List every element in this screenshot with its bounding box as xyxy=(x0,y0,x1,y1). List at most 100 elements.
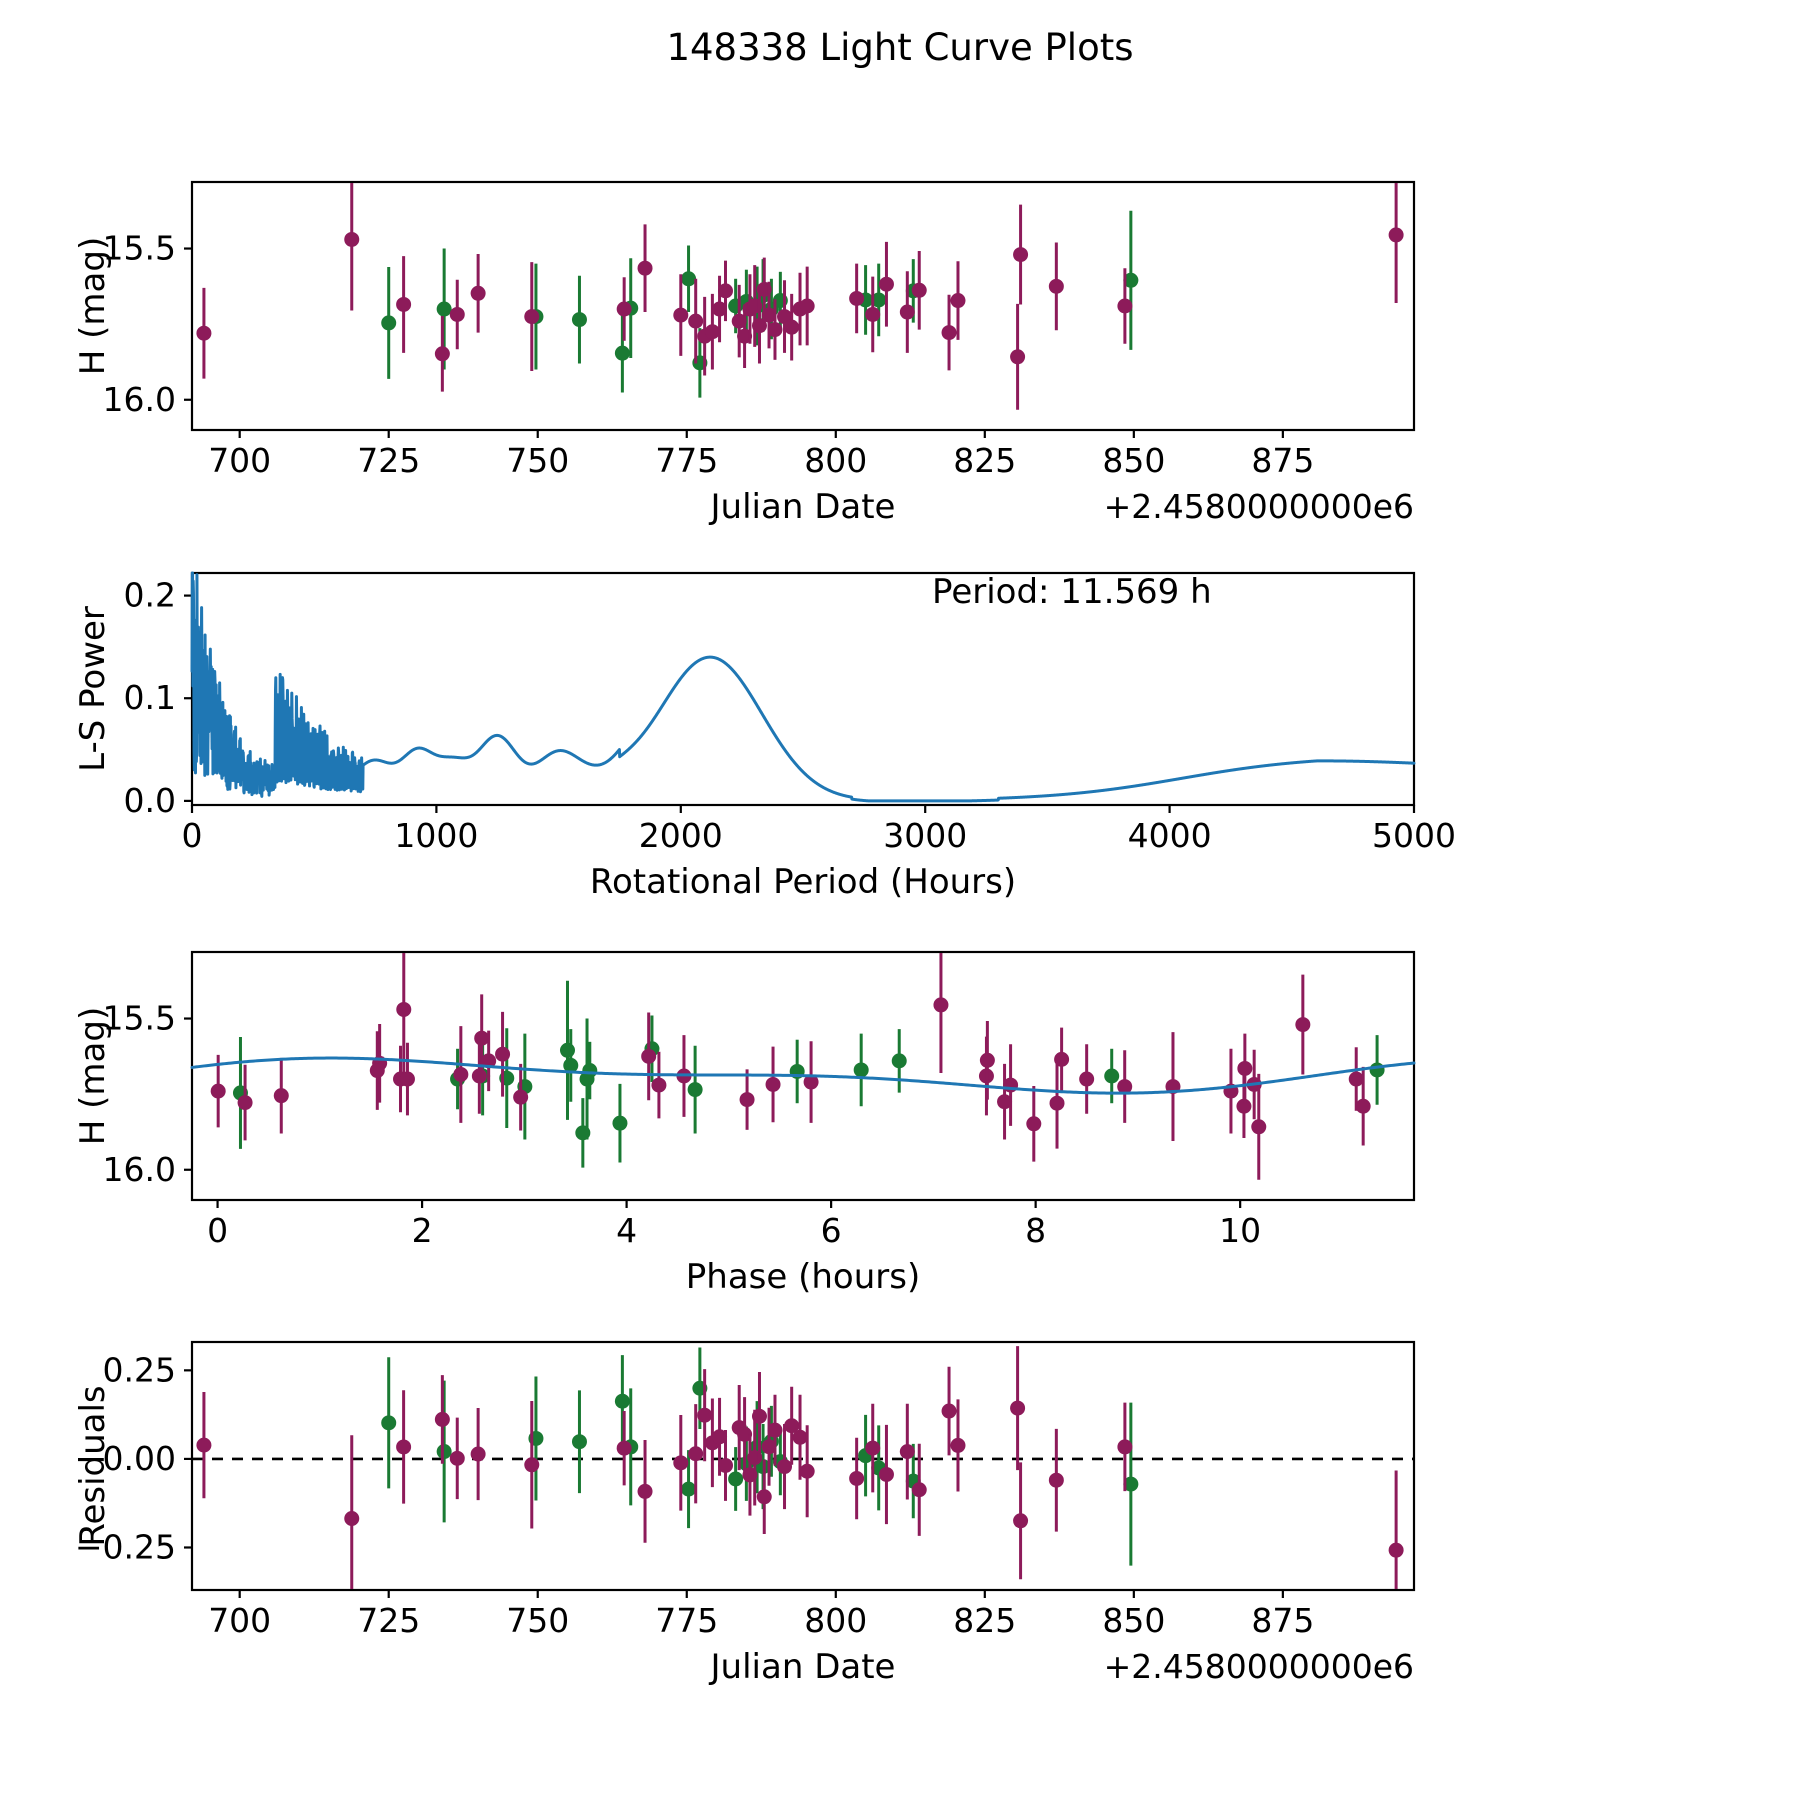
data-point xyxy=(767,1422,783,1438)
y-tick-label: 0.25 xyxy=(103,1350,176,1389)
x-tick-label: 825 xyxy=(953,441,1016,480)
data-point xyxy=(853,1062,869,1078)
x-tick-label: 875 xyxy=(1251,441,1314,480)
fourier-model-curve xyxy=(190,1056,1416,1095)
y-tick-label: 0.2 xyxy=(124,576,176,615)
data-point xyxy=(396,1001,412,1017)
data-point xyxy=(571,312,587,328)
ls-power-curve xyxy=(190,571,1416,803)
x-tick-label: 800 xyxy=(804,1601,867,1640)
x-tick-label: 725 xyxy=(357,441,420,480)
y-tick-label: 15.5 xyxy=(103,999,176,1038)
data-point xyxy=(641,1048,657,1064)
data-point xyxy=(1048,278,1064,294)
data-point xyxy=(687,1082,703,1098)
data-point xyxy=(728,1471,744,1487)
axes-frame xyxy=(190,1340,1416,1592)
data-point xyxy=(453,1066,469,1082)
data-point xyxy=(1049,1095,1065,1111)
period-annotation: Period: 11.569 h xyxy=(932,572,1212,612)
y-axis-label: Residuals xyxy=(73,1385,113,1546)
data-point xyxy=(737,328,753,344)
y-axis-ticks: 16.0 15.5 xyxy=(103,999,192,1189)
x-axis-label: Rotational Period (Hours) xyxy=(590,862,1016,902)
data-point xyxy=(651,1077,667,1093)
x-axis-ticks: 0 2 4 6 8 10 xyxy=(207,1200,1261,1250)
data-point xyxy=(1388,1542,1404,1558)
plot-border xyxy=(190,571,1416,807)
data-point xyxy=(941,1403,957,1419)
data-point xyxy=(470,285,486,301)
data-point xyxy=(1295,1017,1311,1033)
data-point xyxy=(1054,1051,1070,1067)
data-point xyxy=(739,1092,755,1108)
data-point xyxy=(1013,247,1029,263)
data-point xyxy=(396,296,412,312)
data-point xyxy=(1369,1062,1385,1078)
data-point xyxy=(1117,1439,1133,1455)
data-point xyxy=(637,1483,653,1499)
data-point xyxy=(979,1052,995,1068)
x-axis-label: Phase (hours) xyxy=(686,1257,920,1297)
y-tick-label: 0.0 xyxy=(124,781,176,820)
data-point xyxy=(878,276,894,292)
x-tick-label: 6 xyxy=(821,1211,842,1250)
data-point xyxy=(784,1418,800,1434)
x-tick-label: 4000 xyxy=(1128,816,1212,855)
x-tick-label: 3000 xyxy=(883,816,967,855)
data-point xyxy=(434,1411,450,1427)
x-axis-offset-label: +2.4580000000e6 xyxy=(1104,1647,1414,1686)
data-point xyxy=(899,304,915,320)
data-point xyxy=(637,260,653,276)
data-point xyxy=(799,298,815,314)
data-point xyxy=(911,282,927,298)
data-point xyxy=(582,1063,598,1079)
figure-title: 148338 Light Curve Plots xyxy=(666,26,1134,69)
y-axis-label: H (mag) xyxy=(73,1007,113,1145)
x-tick-label: 2 xyxy=(412,1211,433,1250)
x-tick-label: 0 xyxy=(182,816,203,855)
data-point xyxy=(449,306,465,322)
x-tick-label: 875 xyxy=(1251,1601,1314,1640)
panel-light-curve: 700 725 750 775 800 825 850 875 16.0 15.5 Julian D… xyxy=(73,180,1416,527)
x-axis-label: Julian Date xyxy=(709,1647,896,1687)
data-point xyxy=(849,1470,865,1486)
data-point xyxy=(399,1071,415,1087)
panel-periodogram: 0 1000 2000 3000 4000 5000 0.0 0.1 0.2 Rotational… xyxy=(73,571,1456,902)
data-point xyxy=(524,1457,540,1473)
x-tick-label: 750 xyxy=(506,441,569,480)
data-point xyxy=(1123,272,1139,288)
data-point xyxy=(616,301,632,317)
y-tick-label: 0.00 xyxy=(103,1439,176,1478)
data-point xyxy=(681,1481,697,1497)
data-point xyxy=(436,1444,452,1460)
data-point xyxy=(1026,1116,1042,1132)
data-point xyxy=(950,1437,966,1453)
data-point xyxy=(495,1046,511,1062)
data-point xyxy=(196,325,212,341)
data-point xyxy=(1013,1513,1029,1529)
data-point xyxy=(784,319,800,335)
data-point xyxy=(196,1437,212,1453)
data-point xyxy=(688,1446,704,1462)
data-point xyxy=(718,1457,734,1473)
data-point xyxy=(731,313,747,329)
data-point xyxy=(673,1455,689,1471)
data-point xyxy=(681,271,697,287)
x-tick-label: 2000 xyxy=(639,816,723,855)
data-point xyxy=(237,1095,253,1111)
data-point xyxy=(1237,1060,1253,1076)
y-tick-label: 15.5 xyxy=(103,229,176,268)
data-point xyxy=(871,292,887,308)
data-point xyxy=(369,1063,385,1079)
data-point xyxy=(911,1482,927,1498)
series-magenta-filter-residual xyxy=(196,1346,1404,1589)
series-magenta-filter-folded xyxy=(210,953,1371,1180)
x-tick-label: 800 xyxy=(804,441,867,480)
y-axis-ticks: 16.0 15.5 xyxy=(103,229,192,419)
y-tick-label: 16.0 xyxy=(103,380,176,419)
data-point xyxy=(434,346,450,362)
data-point xyxy=(471,1068,487,1084)
data-point xyxy=(761,307,777,323)
series-green-filter-folded xyxy=(232,980,1385,1168)
